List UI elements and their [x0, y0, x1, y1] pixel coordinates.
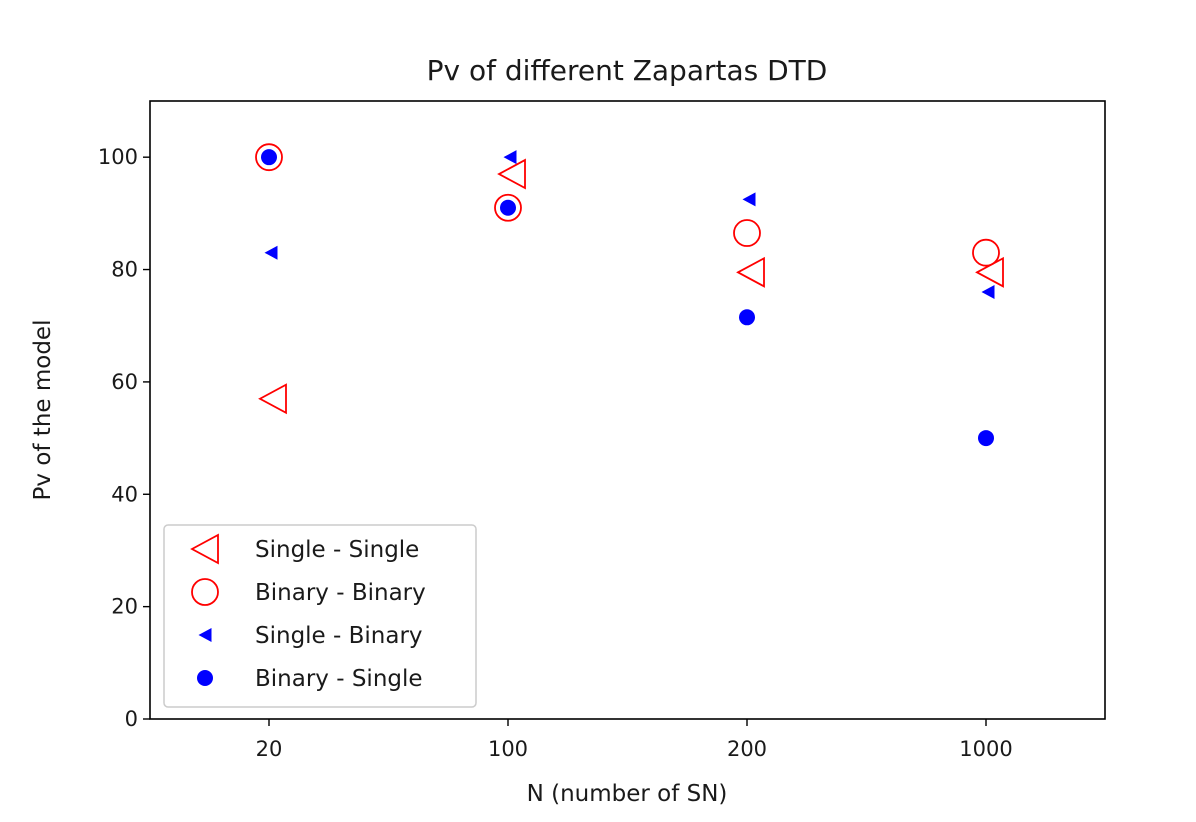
- legend-label: Binary - Binary: [255, 580, 426, 606]
- data-point-single-single: [497, 158, 526, 190]
- data-point-binary-binary: [255, 143, 283, 172]
- legend-entry-single-binary: Single - Binary: [198, 623, 423, 649]
- legend-marker-single-single: [190, 533, 219, 565]
- series-binary-binary: [255, 143, 1000, 267]
- data-points: [255, 143, 1004, 447]
- series-single-binary: [264, 150, 995, 300]
- legend-marker-single-binary: [198, 628, 212, 642]
- y-axis: 0 20 40 60 80 100: [98, 145, 150, 731]
- y-tick-label: 60: [111, 370, 138, 394]
- data-point-single-single: [258, 383, 287, 415]
- series-binary-single: [261, 149, 994, 447]
- legend-entry-binary-single: Binary - Single: [197, 666, 423, 692]
- y-tick-label: 100: [98, 145, 138, 169]
- x-axis-label: N (number of SN): [527, 781, 728, 807]
- y-tick-label: 0: [125, 707, 138, 731]
- data-point-binary-binary: [494, 193, 522, 222]
- legend-box: [163, 524, 477, 708]
- legend-marker-binary-binary: [191, 578, 219, 606]
- y-tick-label: 40: [111, 482, 138, 506]
- data-point-single-binary: [742, 192, 756, 207]
- y-tick-label: 20: [111, 595, 138, 619]
- y-tick-label: 80: [111, 258, 138, 282]
- legend-label: Single - Single: [255, 537, 419, 563]
- x-tick-label: 20: [256, 737, 283, 761]
- data-point-binary-single: [261, 149, 277, 166]
- x-tick-label: 100: [488, 737, 528, 761]
- x-tick-label: 1000: [959, 737, 1012, 761]
- data-point-binary-single: [739, 309, 755, 326]
- x-tick-label: 200: [727, 737, 767, 761]
- chart-title: Pv of different Zapartas DTD: [427, 54, 828, 87]
- legend-label: Single - Binary: [255, 623, 423, 649]
- x-axis: 20 100 200 1000: [256, 719, 1013, 761]
- data-point-single-single: [736, 256, 765, 288]
- data-point-single-binary: [264, 245, 278, 260]
- legend-label: Binary - Single: [255, 666, 423, 692]
- legend-marker-binary-single: [197, 670, 213, 686]
- data-point-binary-binary: [733, 219, 761, 247]
- legend-entry-single-single: Single - Single: [190, 533, 419, 565]
- legend: Single - Single Binary - Binary Single - B…: [163, 524, 477, 708]
- data-point-single-binary: [503, 150, 517, 165]
- data-point-binary-single: [500, 199, 516, 216]
- legend-entry-binary-binary: Binary - Binary: [191, 578, 426, 606]
- data-point-binary-single: [978, 430, 994, 447]
- y-axis-label: Pv of the model: [30, 320, 56, 501]
- data-point-single-binary: [981, 285, 995, 300]
- data-point-binary-binary: [972, 238, 1000, 267]
